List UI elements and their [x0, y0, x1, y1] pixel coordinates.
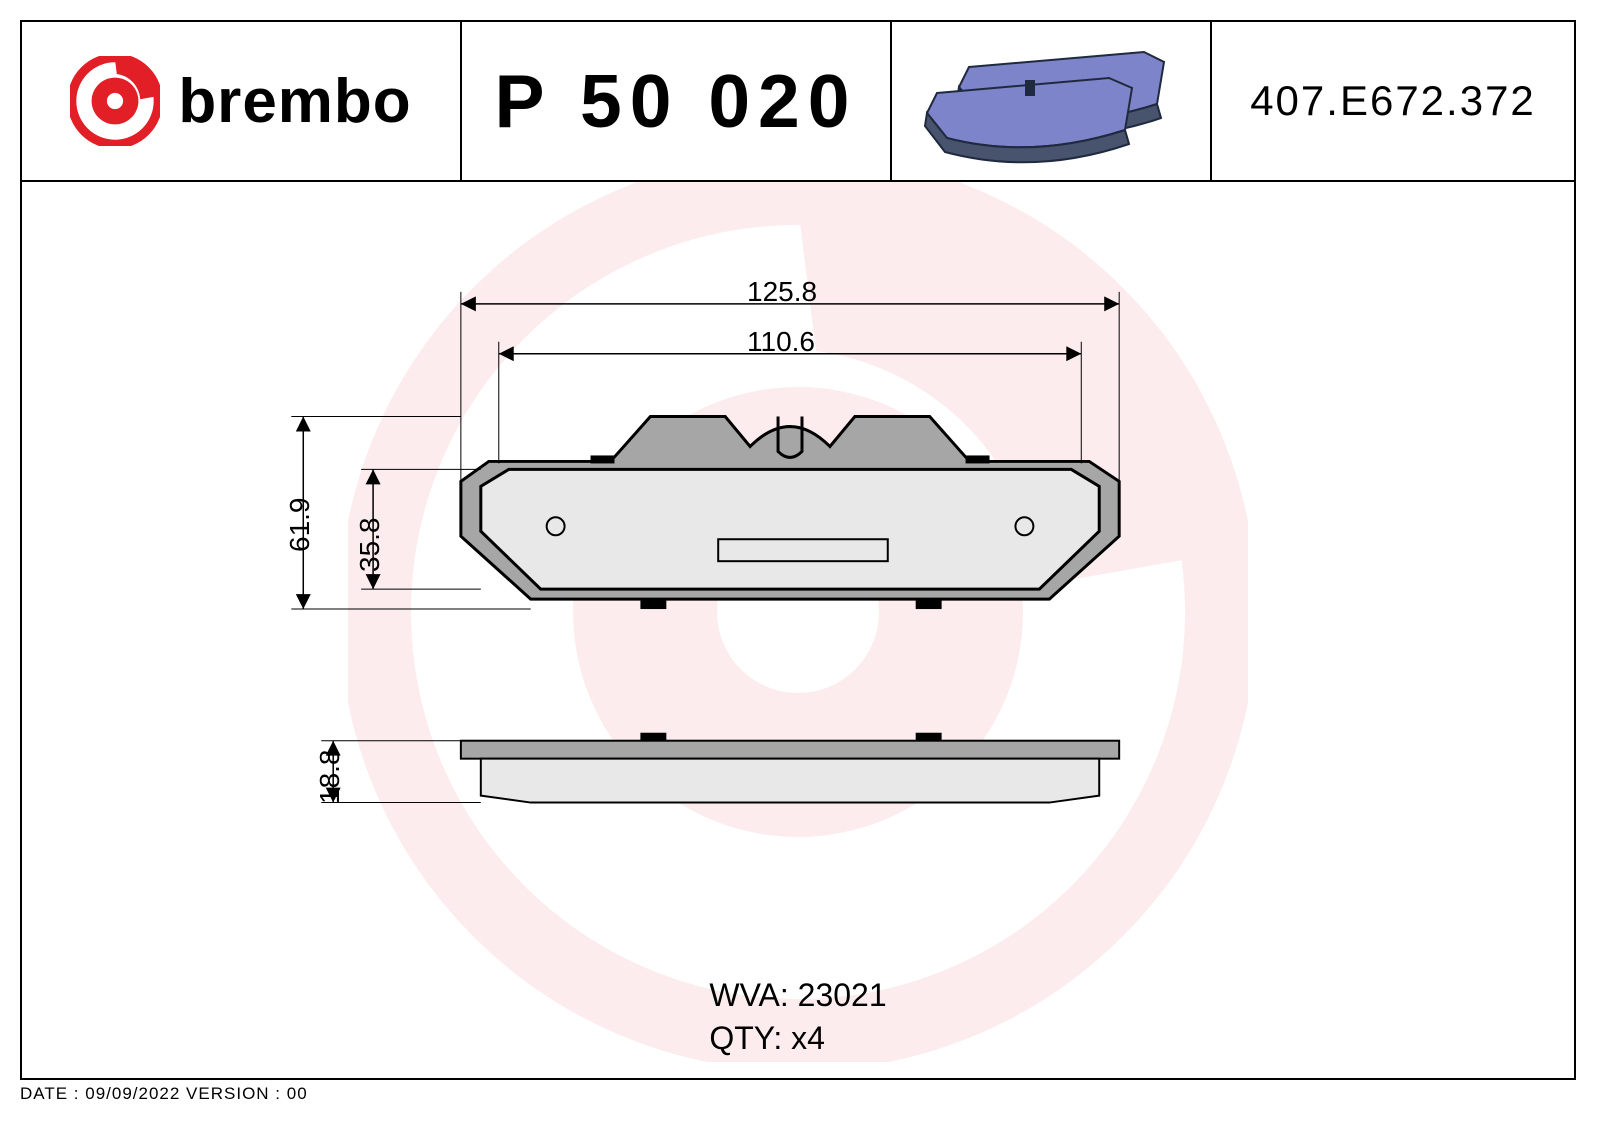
drawing-frame: brembo P 50 020 [20, 20, 1576, 1080]
drawing-body: 125.8 110.6 61.9 35.8 18.8 WVA: 23021 QT… [22, 182, 1574, 1078]
header-row: brembo P 50 020 [22, 22, 1574, 182]
brand-name: brembo [178, 66, 411, 137]
dim-width-inner: 110.6 [747, 326, 815, 358]
brake-pad-render-icon [921, 36, 1181, 166]
technical-drawing [22, 182, 1574, 1078]
wva-label: WVA: [709, 977, 788, 1013]
dim-height-inner: 35.8 [354, 518, 386, 573]
dim-width-outer: 125.8 [747, 276, 817, 308]
qty-value: x4 [791, 1020, 825, 1056]
wva-value: 23021 [798, 977, 887, 1013]
meta-line: DATE : 09/09/2022 VERSION : 00 [20, 1084, 308, 1104]
front-view [291, 292, 1119, 609]
logo-cell: brembo [22, 22, 462, 180]
render-cell [892, 22, 1212, 180]
spec-number: 407.E672.372 [1250, 77, 1536, 125]
spec-number-cell: 407.E672.372 [1212, 22, 1574, 180]
part-number-cell: P 50 020 [462, 22, 892, 180]
dim-height-outer: 61.9 [284, 498, 316, 553]
brembo-logo-icon [70, 56, 160, 146]
part-number: P 50 020 [495, 58, 858, 144]
dim-thickness: 18.8 [314, 750, 346, 805]
footer-block: WVA: 23021 QTY: x4 [709, 974, 886, 1060]
side-view [321, 733, 1119, 803]
qty-label: QTY: [709, 1020, 782, 1056]
brembo-logo: brembo [70, 56, 411, 146]
